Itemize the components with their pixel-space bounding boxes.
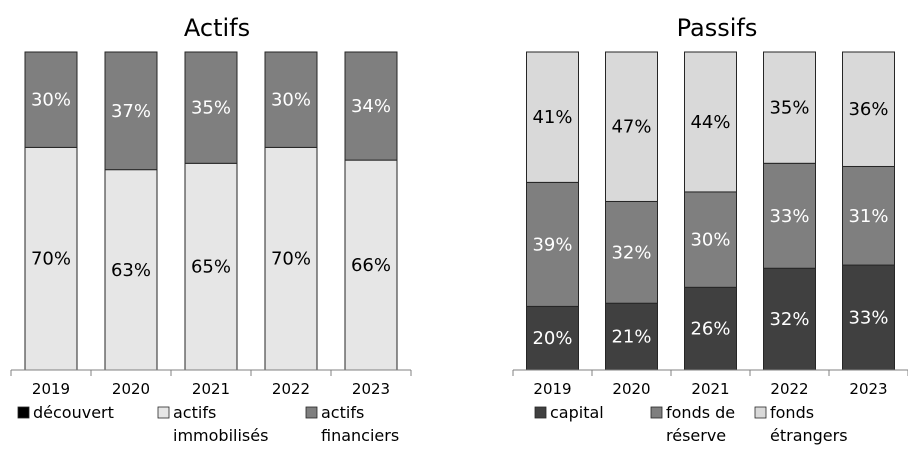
x-tick-label: 2020 (612, 380, 650, 398)
data-label: 32% (769, 309, 809, 330)
bar-segment (605, 200, 658, 304)
bar-segment (344, 51, 398, 161)
legend-swatch (157, 406, 170, 419)
data-label: 39% (532, 234, 572, 255)
data-label: 36% (848, 99, 888, 120)
bar-segment (684, 51, 737, 193)
legend-swatch (534, 406, 547, 419)
data-label: 30% (690, 230, 730, 251)
bar-segment (684, 286, 737, 371)
data-label: 66% (351, 255, 391, 276)
data-label: 33% (848, 308, 888, 329)
data-label: 30% (31, 90, 71, 111)
x-tick-label: 2019 (32, 380, 70, 398)
legend-swatch (305, 406, 318, 419)
chart-panel-0: Actifs 70% 30% 63% 37% 65% 35% 70% 30% 66% 34% 2019… (10, 14, 412, 445)
data-label: 21% (611, 327, 651, 348)
bar-segment (24, 146, 78, 371)
bar-segment (526, 305, 579, 371)
bar-segment (526, 181, 579, 307)
data-label: 41% (532, 107, 572, 128)
data-label: 26% (690, 319, 730, 340)
bar-segment (605, 51, 658, 202)
legend-swatch (754, 406, 767, 419)
bar-segment (605, 302, 658, 371)
x-tick-label: 2021 (192, 380, 230, 398)
bar-segment (763, 267, 816, 371)
data-label: 70% (31, 249, 71, 270)
x-tick-label: 2019 (533, 380, 571, 398)
data-label: 34% (351, 96, 391, 117)
data-label: 33% (769, 206, 809, 227)
bar-segment (264, 51, 318, 148)
legend-label: actifs immobilisés (173, 403, 268, 445)
data-label: 47% (611, 117, 651, 138)
legend-label: fonds de réserve (666, 403, 735, 445)
bar-segment (184, 51, 238, 164)
chart-panel-1: Passifs 20% 39% 41% 21% 32% 47% 26% 30% 44% 32% 33%… (512, 14, 908, 445)
x-tick-label: 2021 (691, 380, 729, 398)
x-tick-label: 2023 (849, 380, 887, 398)
data-label: 63% (111, 260, 151, 281)
x-tick-label: 2020 (112, 380, 150, 398)
bar-segment (842, 165, 895, 266)
data-label: 35% (191, 98, 231, 119)
x-tick-label: 2023 (352, 380, 390, 398)
bar-segment (763, 51, 816, 164)
legend-label: actifs financiers (321, 403, 399, 445)
data-label: 37% (111, 101, 151, 122)
legend-label: découvert (33, 403, 114, 422)
chart-title: Actifs (184, 14, 250, 42)
data-label: 70% (271, 249, 311, 270)
legend-label: fonds étrangers (770, 403, 848, 445)
legend-swatch (650, 406, 663, 419)
bar-segment (763, 162, 816, 269)
bar-segment (842, 264, 895, 371)
chart-title: Passifs (677, 14, 758, 42)
data-label: 44% (690, 112, 730, 133)
bar-segment (526, 51, 579, 183)
data-label: 30% (271, 90, 311, 111)
data-label: 31% (848, 206, 888, 227)
bar-segment (104, 51, 158, 171)
x-tick-label: 2022 (272, 380, 310, 398)
data-label: 35% (769, 98, 809, 119)
bar-segment (24, 51, 78, 148)
legend-swatch (17, 406, 30, 419)
data-label: 20% (532, 328, 572, 349)
bar-segment (184, 162, 238, 371)
data-label: 65% (191, 257, 231, 278)
x-tick-label: 2022 (770, 380, 808, 398)
bar-segment (684, 191, 737, 288)
legend-label: capital (550, 403, 604, 422)
bar-segment (842, 51, 895, 167)
data-label: 32% (611, 242, 651, 263)
